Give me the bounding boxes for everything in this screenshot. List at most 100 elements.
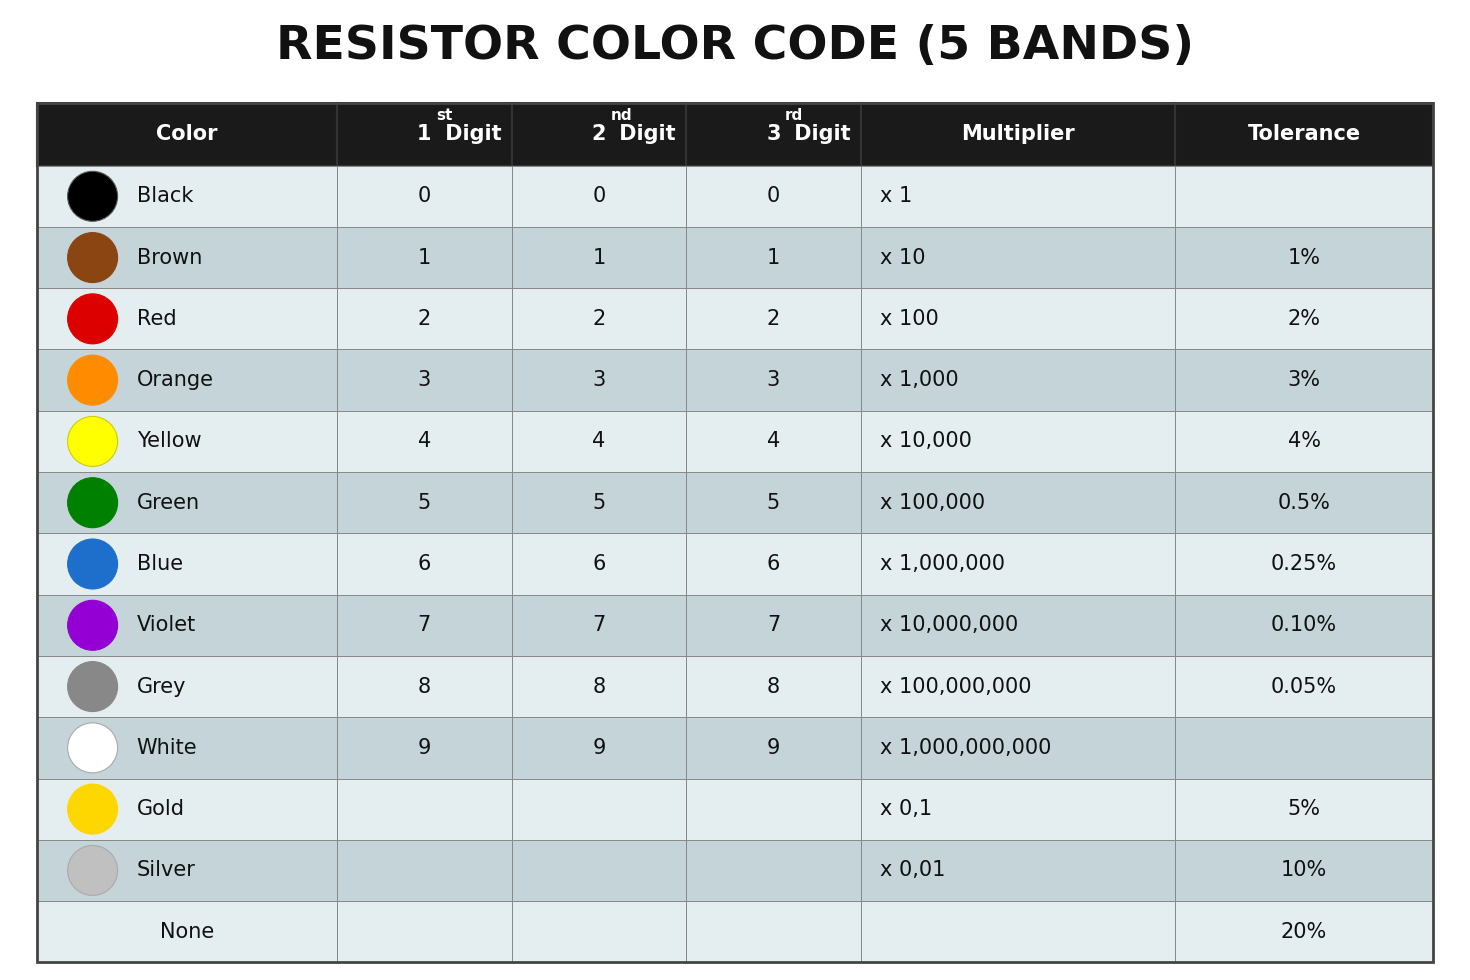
- Ellipse shape: [68, 232, 118, 282]
- Bar: [686, 840, 860, 901]
- Text: 6: 6: [592, 554, 606, 574]
- Bar: [861, 350, 1175, 411]
- Bar: [337, 288, 512, 350]
- Bar: [337, 227, 512, 288]
- Text: 5: 5: [417, 493, 431, 513]
- Bar: [37, 103, 337, 166]
- Text: Digit: Digit: [786, 124, 850, 144]
- Bar: [1175, 227, 1433, 288]
- Ellipse shape: [68, 539, 118, 589]
- Ellipse shape: [68, 294, 118, 344]
- Text: 5: 5: [767, 493, 781, 513]
- Text: st: st: [437, 108, 453, 122]
- Text: 1%: 1%: [1288, 248, 1320, 268]
- Text: 6: 6: [417, 554, 431, 574]
- Text: x 10,000,000: x 10,000,000: [879, 615, 1019, 635]
- Text: 7: 7: [417, 615, 431, 635]
- Text: 3: 3: [766, 124, 781, 144]
- Text: Tolerance: Tolerance: [1248, 124, 1361, 144]
- Bar: [861, 533, 1175, 595]
- Text: 6: 6: [767, 554, 781, 574]
- Bar: [37, 778, 337, 840]
- Text: Red: Red: [137, 309, 176, 329]
- Text: Gold: Gold: [137, 799, 185, 819]
- Bar: [37, 717, 337, 778]
- Text: 8: 8: [592, 676, 606, 697]
- Bar: [686, 901, 860, 962]
- Bar: [37, 840, 337, 901]
- Bar: [37, 901, 337, 962]
- Bar: [1175, 411, 1433, 472]
- Text: 8: 8: [767, 676, 781, 697]
- Ellipse shape: [68, 723, 118, 773]
- Bar: [337, 472, 512, 533]
- Bar: [37, 288, 337, 350]
- Text: 1: 1: [592, 248, 606, 268]
- Ellipse shape: [68, 662, 118, 711]
- Bar: [337, 717, 512, 778]
- Bar: [512, 166, 686, 227]
- Text: 8: 8: [417, 676, 431, 697]
- Bar: [37, 533, 337, 595]
- Text: None: None: [160, 922, 215, 942]
- Bar: [1175, 717, 1433, 778]
- Bar: [861, 778, 1175, 840]
- Bar: [1175, 840, 1433, 901]
- Bar: [512, 901, 686, 962]
- Text: x 1: x 1: [879, 186, 911, 206]
- Text: x 100,000,000: x 100,000,000: [879, 676, 1032, 697]
- Bar: [512, 227, 686, 288]
- Text: 4: 4: [767, 431, 781, 452]
- Text: 2: 2: [417, 309, 431, 329]
- Text: 9: 9: [767, 738, 781, 758]
- Bar: [337, 103, 512, 166]
- Ellipse shape: [68, 601, 118, 651]
- Bar: [337, 778, 512, 840]
- Bar: [512, 350, 686, 411]
- Bar: [686, 472, 860, 533]
- Text: x 1,000,000,000: x 1,000,000,000: [879, 738, 1051, 758]
- Bar: [37, 411, 337, 472]
- Bar: [1175, 103, 1433, 166]
- Text: 0: 0: [767, 186, 781, 206]
- Text: Yellow: Yellow: [137, 431, 201, 452]
- Bar: [512, 595, 686, 656]
- Bar: [686, 595, 860, 656]
- Bar: [337, 411, 512, 472]
- Bar: [1175, 350, 1433, 411]
- Bar: [686, 411, 860, 472]
- Text: 4: 4: [592, 431, 606, 452]
- Ellipse shape: [68, 172, 118, 221]
- Bar: [686, 166, 860, 227]
- Bar: [686, 717, 860, 778]
- Text: White: White: [137, 738, 197, 758]
- Text: x 0,01: x 0,01: [879, 860, 945, 880]
- Bar: [1175, 166, 1433, 227]
- Text: 0.5%: 0.5%: [1277, 493, 1330, 513]
- Bar: [861, 227, 1175, 288]
- Bar: [512, 840, 686, 901]
- Bar: [337, 840, 512, 901]
- Bar: [337, 656, 512, 717]
- Text: Multiplier: Multiplier: [961, 124, 1075, 144]
- Text: 4: 4: [417, 431, 431, 452]
- Ellipse shape: [68, 477, 118, 527]
- Bar: [512, 533, 686, 595]
- Text: 1: 1: [417, 124, 432, 144]
- Text: x 1,000,000: x 1,000,000: [879, 554, 1005, 574]
- Bar: [861, 288, 1175, 350]
- Bar: [686, 227, 860, 288]
- Bar: [512, 472, 686, 533]
- Text: 1: 1: [767, 248, 781, 268]
- Bar: [337, 166, 512, 227]
- Text: 2: 2: [591, 124, 606, 144]
- Text: 10%: 10%: [1280, 860, 1327, 880]
- Ellipse shape: [68, 416, 118, 466]
- Text: x 10: x 10: [879, 248, 925, 268]
- Ellipse shape: [68, 784, 118, 834]
- Text: Green: Green: [137, 493, 200, 513]
- Text: 0: 0: [417, 186, 431, 206]
- Bar: [337, 901, 512, 962]
- Bar: [337, 350, 512, 411]
- Text: 3: 3: [417, 370, 431, 390]
